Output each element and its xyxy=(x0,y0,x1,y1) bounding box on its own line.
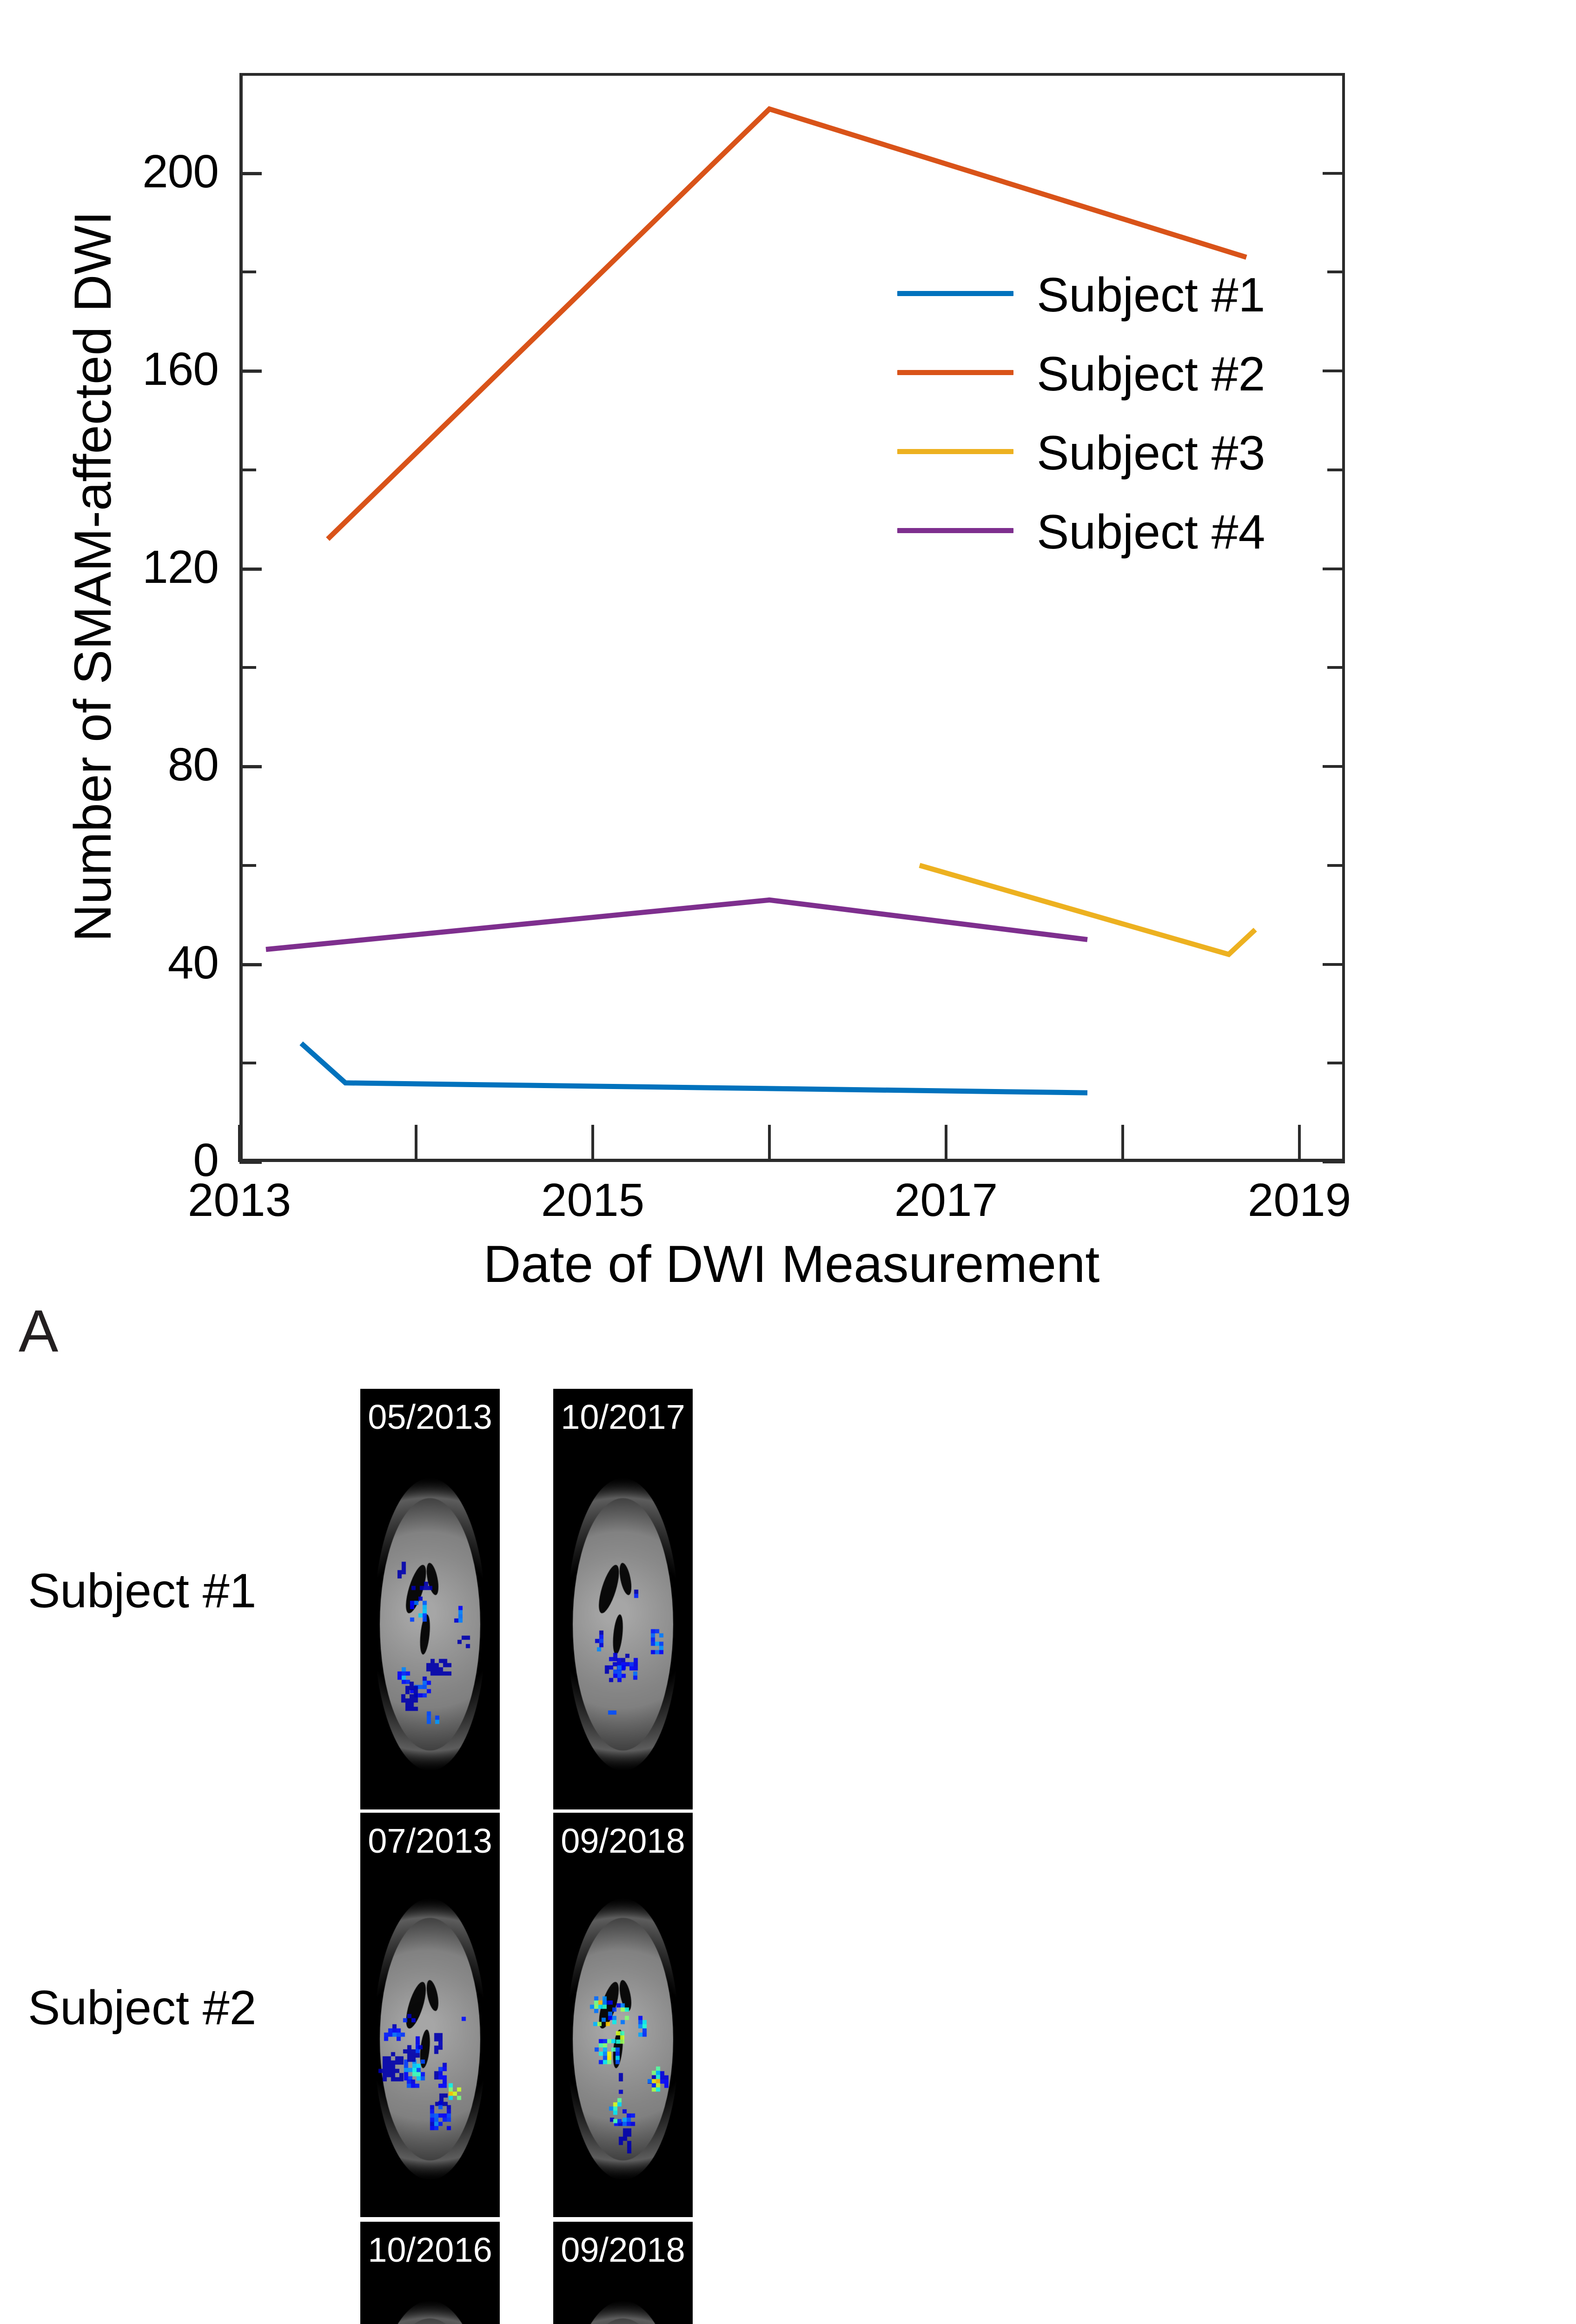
x-tick xyxy=(945,1125,947,1162)
x-tick xyxy=(415,1125,417,1162)
y-tick-right xyxy=(1323,765,1345,768)
panel-a-line-chart: 0 40 80 120 160 200 2013 2015 2017 2019 Number o… xyxy=(19,73,1351,1362)
x-tick xyxy=(1121,1125,1124,1162)
y-tick-right xyxy=(1323,963,1345,966)
y-tick-label: 200 xyxy=(142,145,219,198)
x-tick-label: 2013 xyxy=(187,1174,291,1226)
y-tick-right xyxy=(1327,73,1344,76)
x-tick xyxy=(1298,1125,1301,1162)
legend-label: Subject #3 xyxy=(1037,426,1265,480)
legend-color-swatch xyxy=(897,528,1013,533)
y-tick-right xyxy=(1323,1161,1345,1163)
y-tick-right xyxy=(1323,370,1345,373)
y-tick-right xyxy=(1327,468,1344,471)
y-tick xyxy=(239,172,262,175)
x-tick xyxy=(591,1125,594,1162)
plot-frame-right xyxy=(1342,73,1345,1163)
y-tick xyxy=(239,271,256,274)
mri-slice-canvas xyxy=(360,1813,500,2217)
y-tick-right xyxy=(1327,271,1344,274)
mri-slice-image[interactable]: 09/2018 xyxy=(553,2222,693,2324)
legend-item[interactable]: Subject #2 xyxy=(897,339,1344,418)
y-tick xyxy=(239,370,262,373)
y-tick-right xyxy=(1327,864,1344,867)
x-tick-label: 2017 xyxy=(894,1174,998,1226)
y-tick xyxy=(239,73,256,76)
mri-slice-image[interactable]: 07/2013 xyxy=(360,1813,500,2217)
y-tick xyxy=(239,1161,262,1164)
plot-frame-top xyxy=(239,73,1345,76)
mri-slice-image[interactable]: 10/2016 xyxy=(360,2222,500,2324)
y-tick-label: 160 xyxy=(142,343,219,396)
y-tick xyxy=(239,765,262,769)
chart-legend: Subject #1 Subject #2 Subject #3 Subject #4 xyxy=(897,260,1344,576)
y-axis-title: Number of SMAM-affected DWI xyxy=(64,211,122,942)
mri-date-label: 10/2016 xyxy=(368,2231,492,2269)
plot-frame xyxy=(239,74,1344,1162)
subject-row-label: Subject #1 xyxy=(28,1564,257,1618)
y-tick xyxy=(239,468,256,471)
mri-slice-canvas xyxy=(553,1389,693,1809)
mri-date-label: 10/2017 xyxy=(561,1398,685,1436)
y-tick-label: 120 xyxy=(142,541,219,593)
mri-slice-image[interactable]: 09/2018 xyxy=(553,1813,693,2217)
y-tick xyxy=(239,963,262,966)
legend-item[interactable]: Subject #4 xyxy=(897,497,1344,576)
y-tick-right xyxy=(1323,567,1345,570)
mri-date-label: 09/2018 xyxy=(561,2231,685,2269)
y-tick xyxy=(239,567,262,571)
y-tick xyxy=(239,864,256,867)
legend-label: Subject #2 xyxy=(1037,347,1265,401)
mri-slice-canvas xyxy=(553,1813,693,2217)
x-axis-title: Date of DWI Measurement xyxy=(483,1235,1100,1293)
mri-slice-canvas xyxy=(553,2222,693,2324)
mri-slice-image[interactable]: 10/2017 xyxy=(553,1389,693,1809)
y-tick-label: 80 xyxy=(167,739,219,791)
mri-date-label: 07/2013 xyxy=(368,1822,492,1860)
subject-row-label: Subject #2 xyxy=(28,1981,257,2035)
mri-date-label: 05/2013 xyxy=(368,1398,492,1436)
y-tick-right xyxy=(1327,1062,1344,1065)
mri-date-label: 09/2018 xyxy=(561,1822,685,1860)
legend-item[interactable]: Subject #3 xyxy=(897,418,1344,497)
legend-label: Subject #4 xyxy=(1037,505,1265,559)
y-tick-right xyxy=(1327,666,1344,669)
legend-item[interactable]: Subject #1 xyxy=(897,260,1344,339)
y-tick-label: 0 xyxy=(193,1134,219,1186)
y-tick xyxy=(239,1062,256,1065)
x-tick-label: 2019 xyxy=(1247,1174,1351,1226)
mri-slice-canvas xyxy=(360,1389,500,1809)
y-tick xyxy=(239,666,256,669)
panel-a-letter: A xyxy=(19,1298,59,1365)
legend-color-swatch xyxy=(897,370,1013,375)
legend-label: Subject #1 xyxy=(1037,268,1265,322)
mri-slice-image[interactable]: 05/2013 xyxy=(360,1389,500,1809)
x-tick xyxy=(768,1125,771,1162)
x-tick-label: 2015 xyxy=(541,1174,645,1226)
y-tick-right xyxy=(1323,172,1345,175)
mri-slice-canvas xyxy=(360,2222,500,2324)
legend-color-swatch xyxy=(897,449,1013,454)
legend-color-swatch xyxy=(897,291,1013,296)
x-tick xyxy=(238,1125,241,1162)
y-tick-label: 40 xyxy=(167,936,219,989)
